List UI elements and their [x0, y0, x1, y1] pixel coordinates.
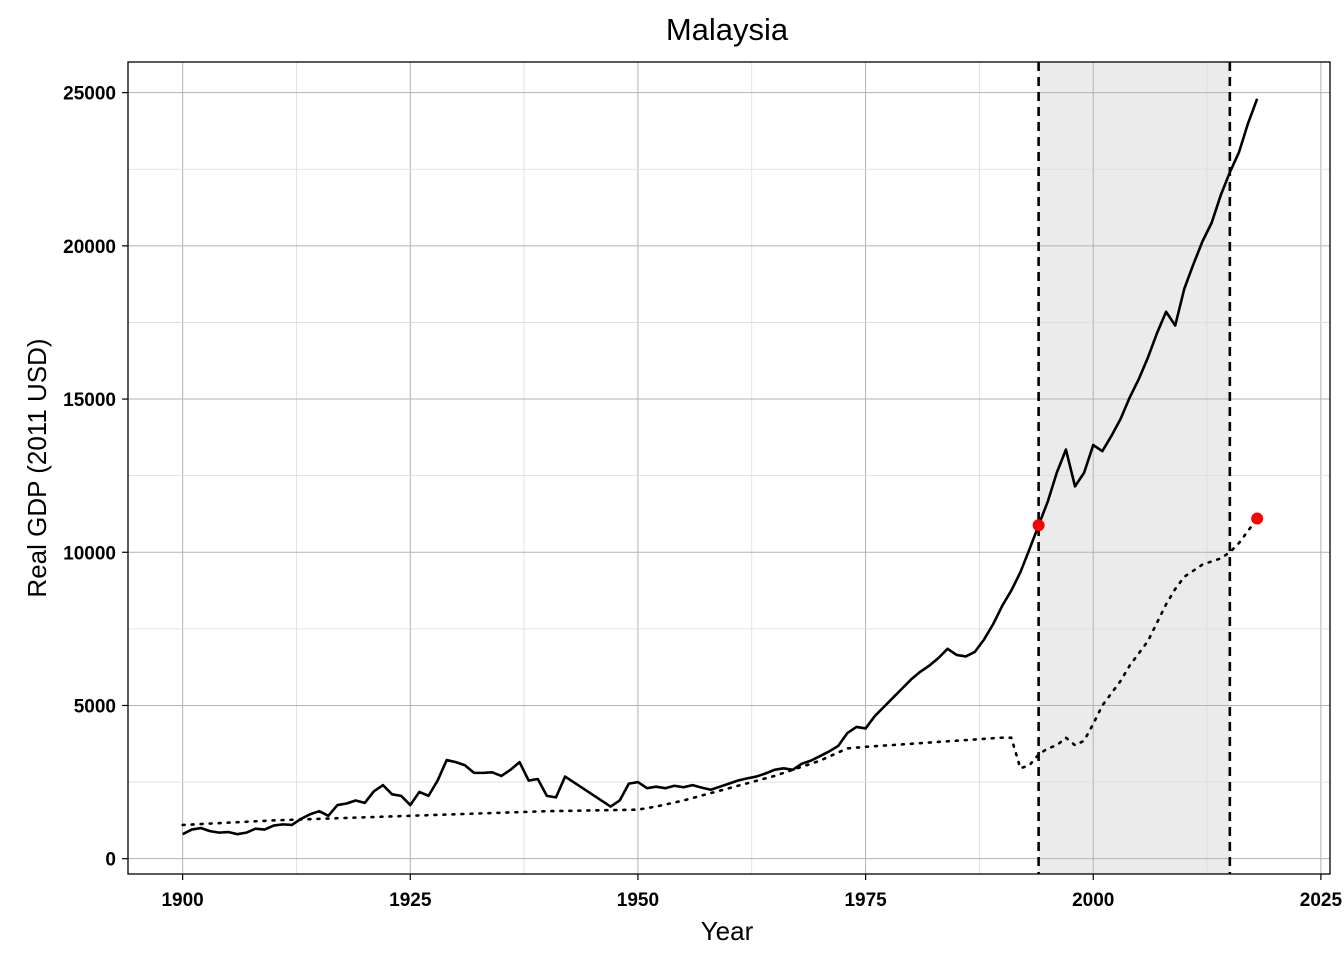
chart-title: Malaysia	[666, 12, 789, 47]
highlight-point	[1032, 519, 1045, 532]
x-tick-label: 2000	[1072, 890, 1114, 911]
x-axis-title: Year	[701, 916, 754, 946]
x-tick-label: 1925	[389, 890, 432, 911]
plot-area: 1900 1925 1950 1975 2000 2025 0 5000 10000 15000 2…	[63, 61, 1343, 911]
y-tick-label: 10000	[63, 543, 116, 564]
y-tick-label: 0	[105, 850, 116, 871]
y-axis-title: Real GDP (2011 USD)	[22, 338, 52, 597]
y-tick-label: 20000	[63, 237, 116, 258]
x-tick-label: 1975	[844, 890, 887, 911]
x-tick-label: 2025	[1300, 890, 1343, 911]
x-tick-label: 1900	[161, 890, 203, 911]
x-tick-label: 1950	[617, 890, 659, 911]
panel-border	[127, 61, 1331, 875]
y-tick-label: 25000	[63, 84, 116, 105]
shaded-period	[1038, 62, 1230, 874]
y-tick-label: 15000	[63, 390, 116, 411]
series-line-solid	[182, 98, 1259, 836]
highlight-point	[1251, 512, 1264, 525]
y-tick-label: 5000	[74, 696, 116, 717]
series-line-dotted	[181, 517, 1259, 827]
